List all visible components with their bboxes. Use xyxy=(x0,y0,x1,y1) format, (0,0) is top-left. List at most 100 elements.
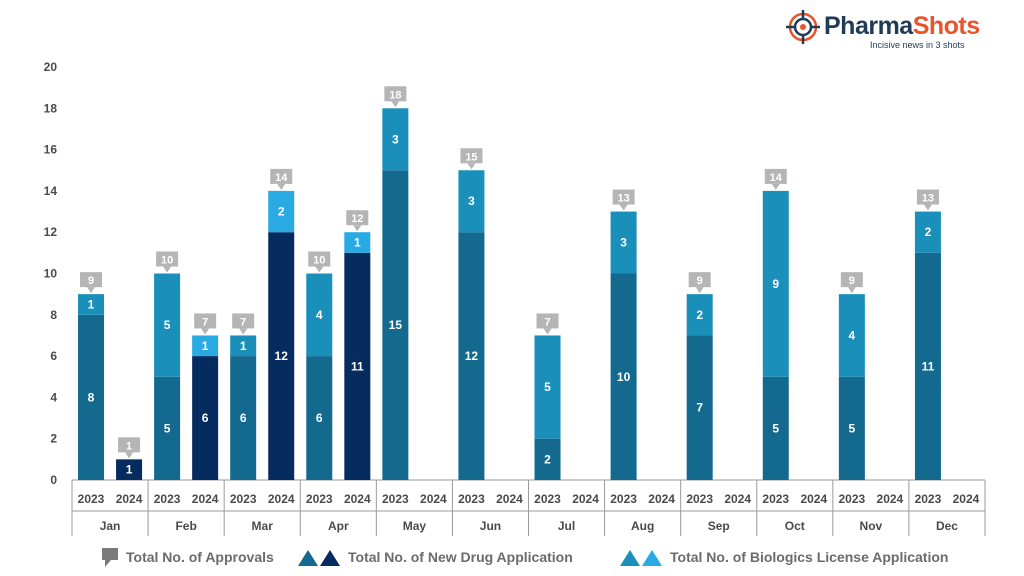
total-callout-box xyxy=(840,272,863,288)
bar-label-bla: 3 xyxy=(620,236,627,250)
bar-nda xyxy=(610,273,637,480)
month-tick-label: Dec xyxy=(936,519,958,533)
total-callout-box xyxy=(764,168,787,184)
bar-nda xyxy=(78,314,105,480)
total-callout-box xyxy=(118,437,141,453)
month-tick-label: Jan xyxy=(100,519,121,533)
total-callout-pointer xyxy=(391,101,400,108)
legend-label-bla: Total No. of Biologics License Applicati… xyxy=(670,549,949,565)
bar-label-nda: 11 xyxy=(351,359,364,373)
brand-name-part2: Shots xyxy=(912,12,980,40)
total-callout-pointer xyxy=(87,287,96,294)
year-tick-label: 2024 xyxy=(344,492,371,506)
bar-label-bla: 9 xyxy=(772,277,779,291)
bar-nda xyxy=(306,356,333,480)
bar-bla xyxy=(78,294,105,315)
bar-nda xyxy=(838,376,865,480)
total-callout-box xyxy=(612,189,635,205)
y-tick-label: 0 xyxy=(50,473,57,487)
total-callout-box xyxy=(308,251,331,267)
total-callout-label: 13 xyxy=(922,193,934,205)
bar-nda xyxy=(534,438,561,480)
bar-label-nda: 12 xyxy=(275,349,289,363)
total-callout-label: 1 xyxy=(126,440,132,452)
bar-nda xyxy=(230,356,257,480)
callout-marker-icon xyxy=(102,548,118,567)
brand-name: PharmaShots xyxy=(824,12,980,41)
year-tick-label: 2023 xyxy=(534,492,561,506)
bar-nda xyxy=(914,252,941,480)
bar-bla xyxy=(914,211,941,253)
bar-label-bla: 1 xyxy=(240,339,247,353)
total-callout-box xyxy=(688,272,711,288)
bar-bla xyxy=(458,170,485,233)
year-tick-label: 2023 xyxy=(458,492,485,506)
total-callout-pointer xyxy=(543,328,552,335)
year-tick-label: 2023 xyxy=(382,492,409,506)
y-tick-label: 6 xyxy=(50,349,57,363)
bar-label-bla: 5 xyxy=(164,318,171,332)
bar-label-nda: 7 xyxy=(696,401,703,415)
bar-label-bla: 2 xyxy=(278,205,285,219)
year-tick-label: 2024 xyxy=(420,492,447,506)
bar-label-bla: 4 xyxy=(316,308,323,322)
bar-label-nda: 5 xyxy=(164,421,171,435)
year-tick-label: 2023 xyxy=(230,492,257,506)
crosshair-logo-icon xyxy=(786,10,820,44)
y-tick-label: 10 xyxy=(44,267,58,281)
legend-item-bla: Total No. of Biologics License Applicati… xyxy=(618,544,948,570)
month-tick-label: Jun xyxy=(480,519,501,533)
year-tick-label: 2024 xyxy=(268,492,295,506)
bar-label-nda: 6 xyxy=(240,411,247,425)
bar-label-bla: 5 xyxy=(544,380,551,394)
total-callout-label: 12 xyxy=(351,213,363,225)
bar-bla xyxy=(686,294,713,336)
total-callout-label: 7 xyxy=(202,316,208,328)
triangle-markers-nda-icon xyxy=(298,550,340,566)
total-callout-pointer xyxy=(847,287,856,294)
y-tick-label: 20 xyxy=(44,60,58,74)
y-tick-label: 14 xyxy=(44,184,58,198)
total-callout-box xyxy=(346,210,369,226)
total-callout-box xyxy=(270,168,293,184)
total-callout-label: 7 xyxy=(240,316,246,328)
bar-bla xyxy=(762,190,789,377)
bar-label-bla: 4 xyxy=(849,328,856,342)
bar-bla xyxy=(268,190,295,233)
total-callout-box xyxy=(916,189,939,205)
total-callout-pointer xyxy=(125,452,134,459)
total-callout-box xyxy=(194,313,217,329)
y-tick-label: 12 xyxy=(44,225,58,239)
total-callout-label: 14 xyxy=(770,172,783,184)
year-tick-label: 2024 xyxy=(724,492,751,506)
bar-label-nda: 5 xyxy=(849,421,856,435)
bar-bla xyxy=(610,211,637,274)
bar-bla xyxy=(154,273,181,377)
bar-label-bla: 2 xyxy=(696,308,703,322)
total-callout-box xyxy=(384,86,407,102)
year-tick-label: 2024 xyxy=(116,492,143,506)
total-callout-pointer xyxy=(619,204,628,211)
bar-nda xyxy=(686,335,713,480)
total-callout-box xyxy=(156,251,179,267)
bar-label-nda: 8 xyxy=(88,390,95,404)
total-callout-box xyxy=(536,313,559,329)
year-tick-label: 2023 xyxy=(306,492,333,506)
total-callout-label: 13 xyxy=(617,193,629,205)
total-callout-pointer xyxy=(277,183,286,190)
year-tick-label: 2024 xyxy=(877,492,904,506)
month-tick-label: Jul xyxy=(558,519,575,533)
year-tick-label: 2023 xyxy=(762,492,789,506)
total-callout-label: 10 xyxy=(313,255,325,267)
bar-label-bla: 3 xyxy=(392,132,399,146)
total-callout-pointer xyxy=(353,225,362,232)
y-tick-label: 16 xyxy=(44,143,58,157)
month-tick-label: Nov xyxy=(860,519,883,533)
bar-bla xyxy=(344,232,371,253)
year-tick-label: 2023 xyxy=(610,492,637,506)
bar-label-nda: 10 xyxy=(617,370,631,384)
month-tick-label: Oct xyxy=(785,519,805,533)
triangle-markers-bla-icon xyxy=(620,550,662,566)
total-callout-label: 9 xyxy=(88,275,94,287)
